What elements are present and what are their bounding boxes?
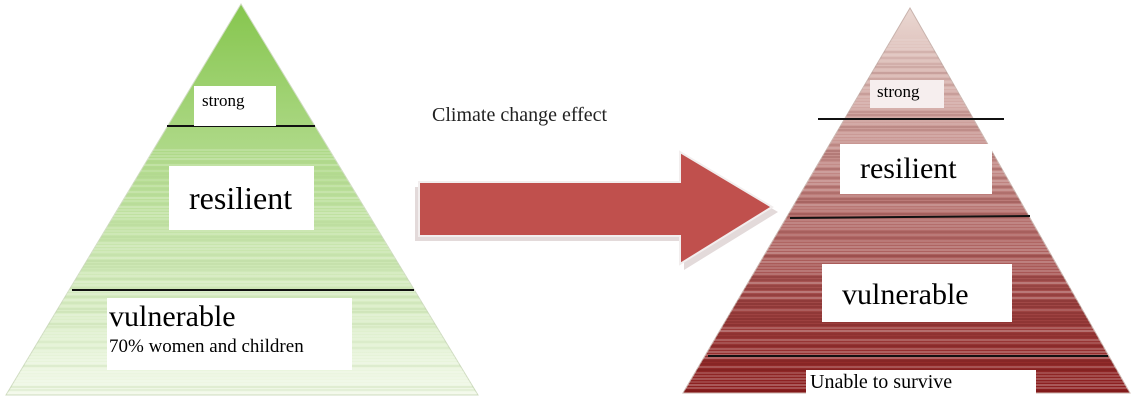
arrow-body [418, 150, 774, 266]
left-label-strong: strong [194, 86, 276, 126]
climate-arrow [415, 150, 778, 270]
left-label-resilient: resilient [169, 166, 314, 230]
left-label-vulnerable-note: 70% women and children [109, 336, 304, 357]
right-label-vulnerable: vulnerable [822, 264, 1012, 322]
right-divider-middle [789, 215, 1031, 219]
right-label-strong: strong [870, 80, 944, 108]
caption-climate-change-effect: Climate change effect [432, 104, 608, 126]
left-label-vulnerable-box: vulnerable 70% women and children [107, 298, 352, 370]
left-label-vulnerable: vulnerable [109, 300, 236, 333]
right-label-resilient: resilient [840, 144, 992, 194]
right-label-unable-to-survive: Unable to survive [806, 370, 1036, 395]
